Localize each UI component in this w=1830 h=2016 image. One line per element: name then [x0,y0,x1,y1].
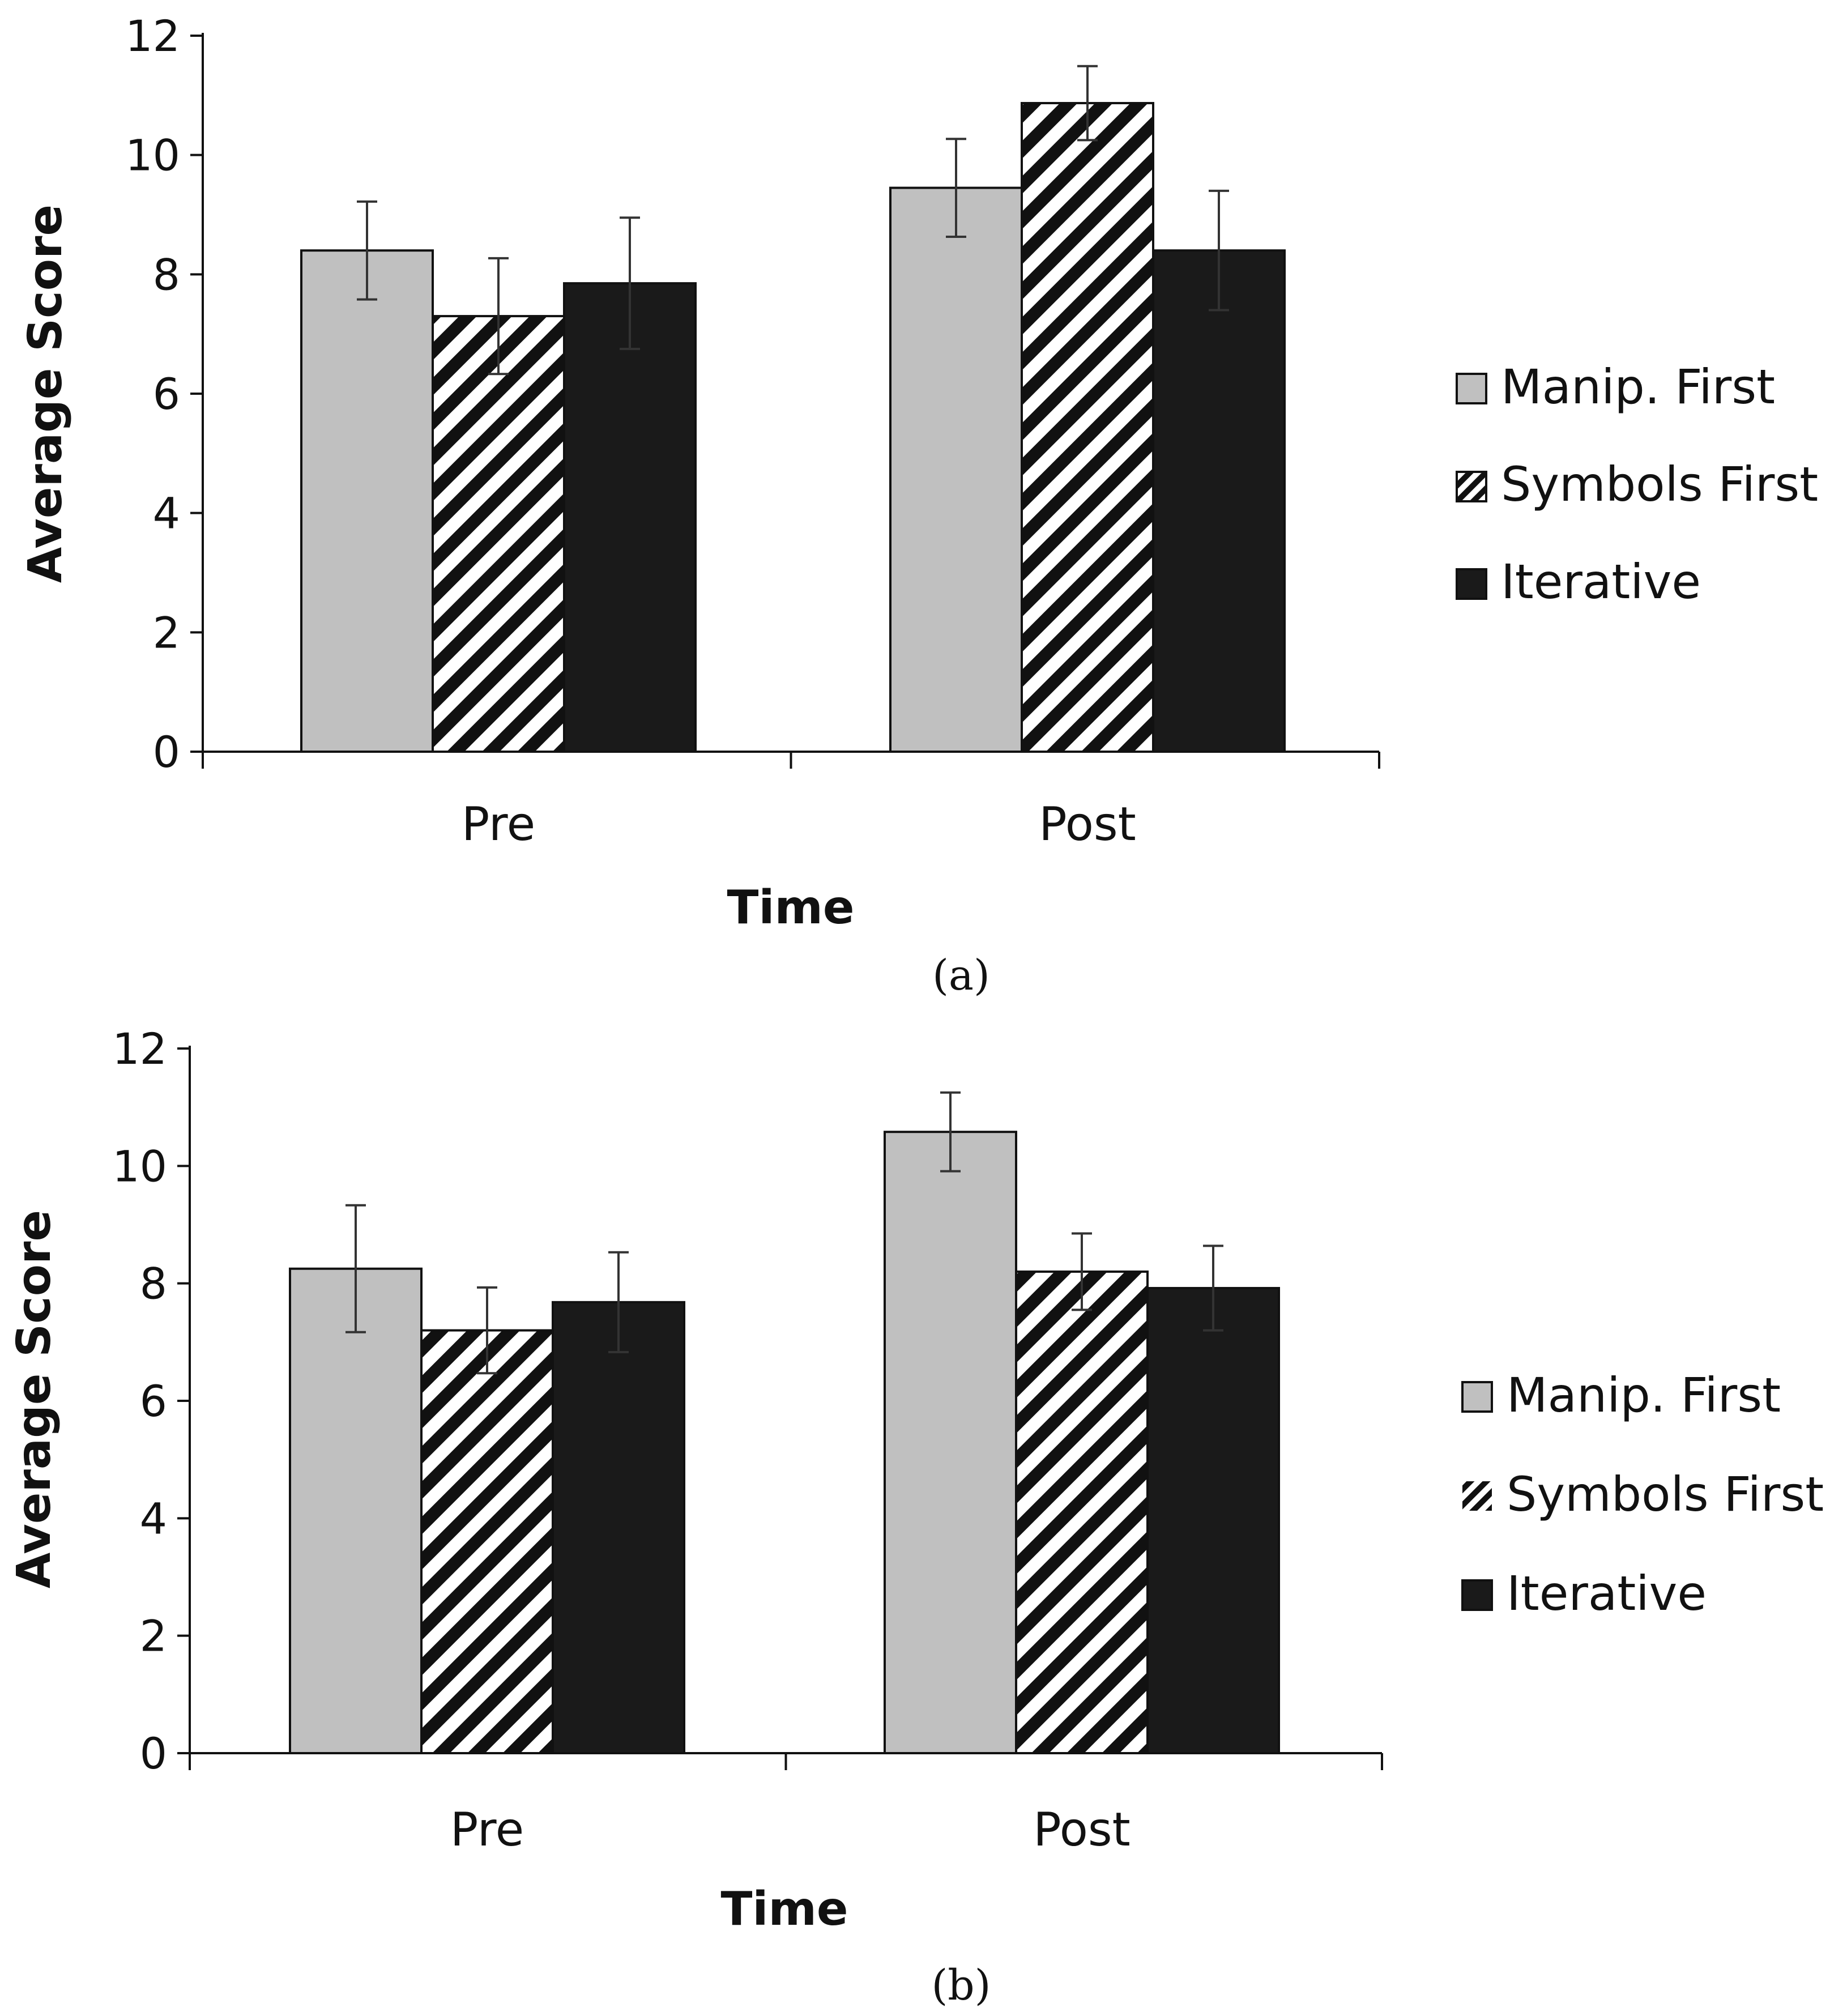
y-tick-label: 2 [140,1611,167,1661]
legend-label-iterative-b: Iterative [1507,1566,1707,1621]
error-bar-symbols-first-pre-b [477,1286,497,1375]
error-bar-symbols-first-post-a [1077,65,1098,142]
error-bar-iterative-post-b [1203,1244,1223,1332]
panel-label-b: (b) [931,1961,991,2010]
y-tick-label: 12 [112,1024,167,1074]
bar-iterative-post-a [1152,249,1286,753]
x-axis-title-b: Time [720,1882,848,1936]
y-tick-label: 4 [140,1493,167,1544]
error-bar-symbols-first-pre-a [488,257,509,376]
y-tick-label: 8 [140,1259,167,1309]
legend-label-symbols-first-b: Symbols First [1507,1467,1824,1522]
chart-panel-b: 0 2 4 6 8 10 12 Pre Post Average Score Time Mani… [7,1024,1824,2010]
x-tick-label-pre: Pre [462,798,535,851]
error-bar-manip-first-pre-b [345,1204,366,1333]
error-bar-manip-first-post-b [940,1091,961,1173]
x-tick-label-post: Post [1033,1803,1131,1857]
y-tick-label: 6 [153,369,180,419]
y-tick-label: 8 [153,249,180,300]
legend-swatch-symbols-first-b [1462,1481,1492,1511]
y-tick-label: 0 [140,1728,167,1779]
y-tick-label: 12 [125,11,180,61]
plot-area-b: 0 2 4 6 8 10 12 Pre Post [112,1024,1383,1857]
bar-symbols-first-pre-b [420,1329,554,1755]
error-bar-manip-first-post-a [946,138,966,238]
y-tick-label: 0 [153,727,180,777]
error-bar-symbols-first-post-b [1072,1232,1092,1311]
panel-label-a: (a) [932,951,990,1000]
bar-manip-first-pre-b [289,1267,423,1754]
legend-swatch-iterative-a [1456,568,1487,600]
error-bar-iterative-pre-b [608,1251,629,1353]
bar-symbols-first-post-a [1021,102,1154,753]
legend-b: Manip. First Symbols First Iterative [1461,1367,1824,1621]
error-bar-manip-first-pre-a [357,200,377,301]
bar-symbols-first-post-b [1015,1270,1149,1754]
x-tick-label-pre: Pre [450,1803,524,1857]
legend-label-manip-first-a: Manip. First [1501,359,1775,415]
legend-label-iterative-a: Iterative [1501,554,1701,610]
legend-label-symbols-first-a: Symbols First [1501,457,1818,512]
bar-iterative-pre-b [552,1301,685,1755]
legend-swatch-manip-first-a [1456,373,1487,404]
bar-manip-first-post-b [884,1131,1017,1754]
bar-iterative-post-b [1146,1286,1280,1754]
y-tick-label: 2 [153,607,180,658]
chart-panel-a: 0 2 4 6 8 10 12 Pre Post Average Score Time Mani… [19,11,1818,1000]
x-tick-label-post: Post [1039,798,1136,851]
x-axis-title-a: Time [727,881,854,935]
bar-manip-first-pre-a [300,249,434,753]
legend-swatch-iterative-b [1461,1579,1493,1611]
y-tick-label: 6 [140,1376,167,1426]
y-axis-title-a: Average Score [19,204,72,583]
y-axis-title-b: Average Score [7,1210,61,1588]
error-bar-iterative-post-a [1209,189,1229,312]
legend-label-manip-first-b: Manip. First [1507,1367,1781,1423]
y-tick-label: 4 [153,488,180,539]
bar-manip-first-post-a [889,186,1023,753]
plot-area-a: 0 2 4 6 8 10 12 Pre Post [125,11,1380,851]
legend-swatch-symbols-first-a [1456,471,1487,502]
legend-a: Manip. First Symbols First Iterative [1456,359,1818,610]
y-tick-label: 10 [125,130,180,181]
bar-iterative-pre-a [563,282,697,753]
bar-symbols-first-pre-a [432,315,565,753]
error-bar-iterative-pre-a [620,216,640,350]
legend-swatch-manip-first-b [1461,1381,1493,1413]
y-tick-label: 10 [112,1141,167,1191]
